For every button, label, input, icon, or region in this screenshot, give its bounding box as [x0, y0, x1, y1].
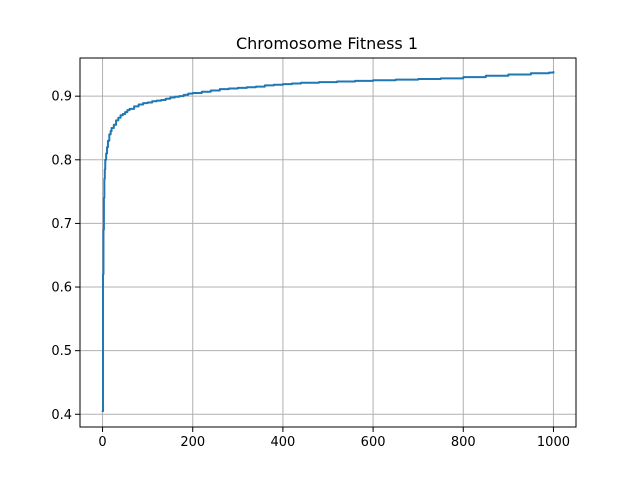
x-tick-label: 800 — [451, 435, 476, 450]
y-tick-label: 0.6 — [51, 281, 72, 296]
grid — [80, 58, 576, 427]
series-layer — [101, 71, 555, 413]
plot-frame — [79, 57, 577, 428]
x-tick-label: 600 — [361, 435, 386, 450]
axis-ticks: 0 200 400 600 800 1000 0.4 0.5 0.6 0.7 0.8 0.9 — [51, 90, 570, 450]
x-tick-label: 400 — [270, 435, 295, 450]
y-tick-label: 0.5 — [51, 344, 72, 359]
chart-title: Chromosome Fitness 1 — [236, 34, 418, 53]
y-tick-label: 0.8 — [51, 153, 72, 168]
y-tick-label: 0.4 — [51, 408, 72, 423]
x-tick-label: 1000 — [537, 435, 570, 450]
y-tick-label: 0.9 — [51, 90, 72, 105]
x-tick-label: 0 — [98, 435, 106, 450]
x-tick-label: 200 — [180, 435, 205, 450]
y-tick-label: 0.7 — [51, 217, 72, 232]
series-line — [101, 71, 555, 413]
